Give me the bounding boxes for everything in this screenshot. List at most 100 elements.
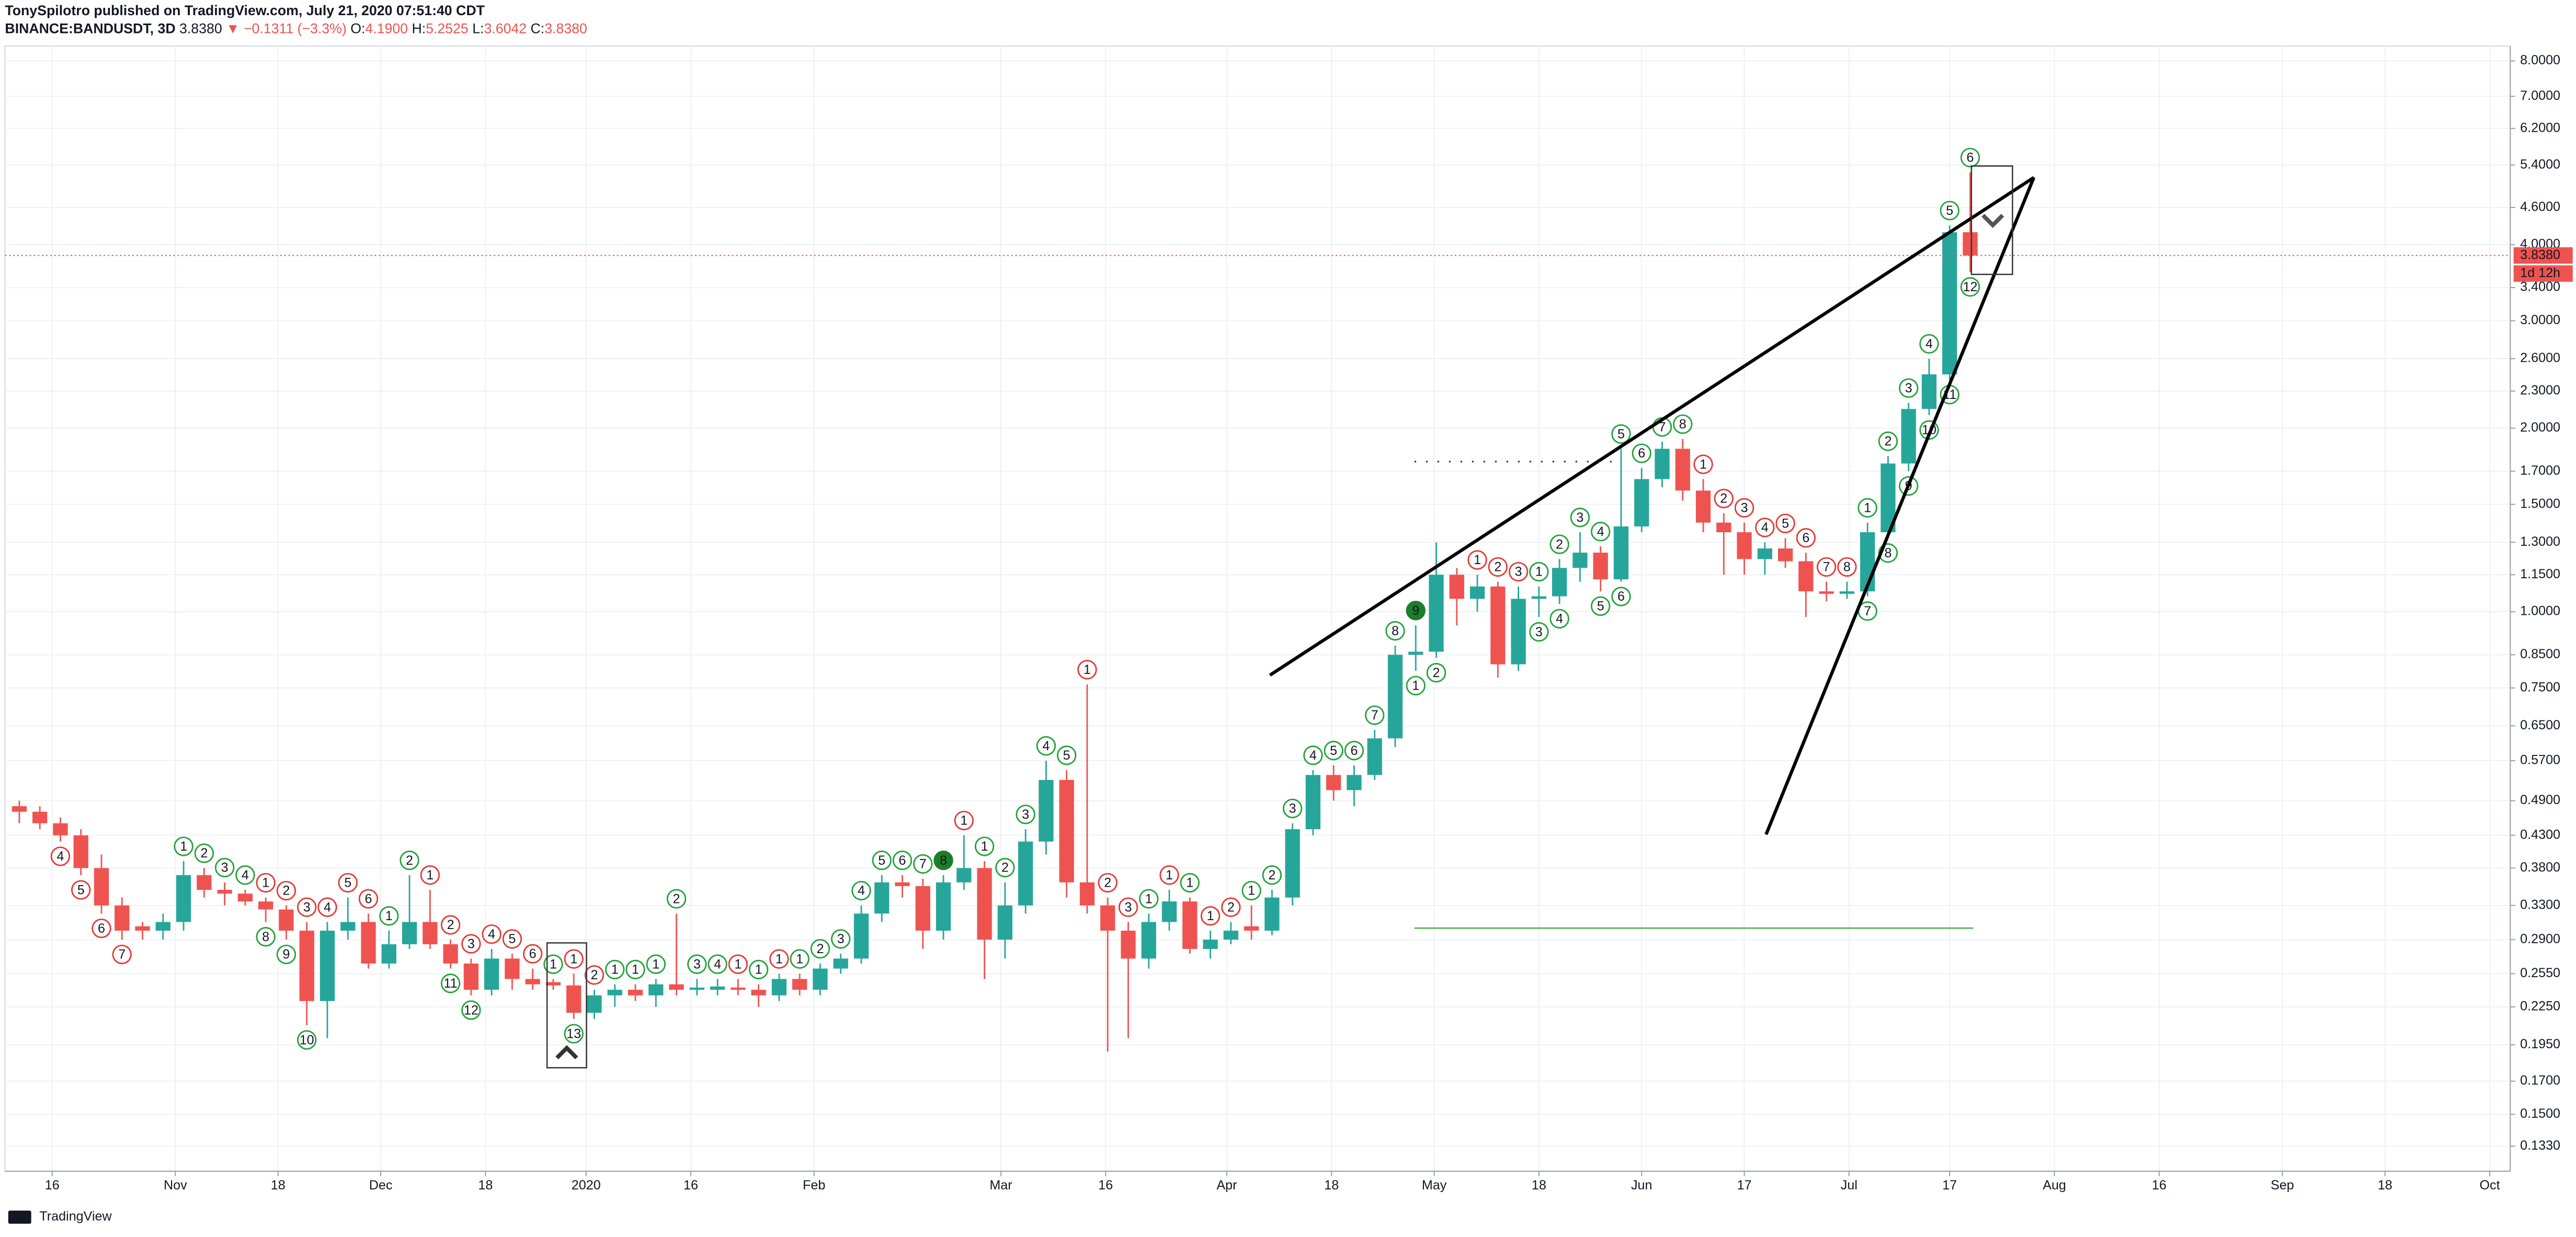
td-count-circle [502,929,522,949]
x-tick-label: 18 [271,1178,286,1193]
y-tick-label: 0.1700 [2520,1073,2560,1088]
td-count-circle [1467,550,1487,570]
td-count: 7 [1823,560,1830,575]
td-count: 6 [365,891,372,906]
td-count: 8 [1884,546,1891,560]
candle-body [12,806,27,812]
td-count-circle [851,880,871,901]
td-count: 2 [447,918,454,932]
candle-body [1552,568,1567,597]
td-count-circle [872,850,892,871]
td-count: 3 [1124,900,1132,914]
td-count-circle [1919,334,1939,354]
td-count-circle [954,810,974,831]
td-count-circle [810,938,830,959]
candle-body [1203,940,1218,949]
td-count: 1 [1864,501,1871,516]
td-count: 5 [344,876,351,890]
td-count-circle [112,944,132,965]
candle-body [956,868,972,883]
td-count-circle [1344,740,1364,761]
td-count: 1 [570,952,577,966]
td-count: 7 [1371,708,1378,723]
td-count: 4 [242,868,249,883]
c-value: 3.8380 [544,21,587,37]
td-count: 12 [464,1003,478,1017]
candle-body [1511,599,1526,665]
candle-body [1100,905,1115,931]
td-count: 1 [1248,884,1255,898]
x-tick-label: Apr [1216,1178,1237,1193]
td-count-circle [1241,880,1261,901]
td-count: 4 [56,849,64,864]
candle-body [1449,575,1464,599]
candle-body [73,835,88,868]
o-value: 4.1900 [365,21,408,37]
td-count: 3 [1576,510,1583,525]
candle-body [566,985,582,1013]
td-count: 4 [1042,739,1050,753]
td-count: 2 [200,846,208,861]
candle-body [874,882,890,914]
td-count-circle [440,915,461,935]
chevron-down [1981,213,2004,228]
td-count: 4 [324,900,331,914]
x-tick-label: 18 [1532,1178,1546,1193]
td-count-circle [995,857,1015,878]
candle-body [1531,596,1547,599]
td-count-circle [1406,675,1426,696]
td-count-circle [625,959,645,980]
candle-body [423,922,438,945]
td-count: 8 [940,853,947,868]
td-count-circle [1816,557,1837,577]
td-count: 1 [632,963,639,977]
y-tick-label: 8.0000 [2520,53,2560,67]
td-count-circle [1159,865,1179,885]
candle-body [1347,775,1362,791]
x-tick-label: Jun [1631,1178,1652,1193]
td-count-circle [235,865,255,885]
td-count-circle [1549,609,1569,629]
candle-body [1408,651,1423,655]
td-count: 5 [1330,743,1337,758]
candle-body [813,968,828,990]
candle-body [1223,931,1238,940]
candle-body [648,984,664,995]
td-count: 2 [1884,434,1891,449]
td-count: 3 [1515,565,1522,579]
x-tick-label: May [1422,1178,1447,1193]
trend-line [1269,176,2035,677]
candle-body [1716,522,1731,533]
candle-body [217,889,232,894]
y-tick-label: 0.3300 [2520,897,2560,912]
td-count: 5 [1063,748,1070,763]
y-tick-label: 4.6000 [2520,200,2560,214]
price: 3.8380 [179,21,222,37]
y-tick-label: 0.5700 [2520,753,2560,768]
td-count-circle [1549,534,1569,554]
td-count-circle [1077,660,1097,680]
candle-body [1695,490,1711,523]
td-count: 4 [858,884,865,898]
td-count-circle [831,929,851,949]
td-count: 2 [1227,900,1235,914]
td-count: 8 [1392,624,1399,638]
td-count-circle [256,873,276,893]
last-price-label: 3.8380 [2520,247,2560,262]
td-count-circle [1775,513,1795,533]
candle-body [197,875,212,890]
td-count-circle [1673,414,1693,434]
td-count: 6 [1967,151,1974,165]
y-tick-label: 0.1330 [2520,1138,2560,1153]
candle-body [997,905,1012,940]
grid [5,46,2511,1172]
td-count-circle [214,857,235,878]
x-tick-label: 18 [478,1178,493,1193]
td-count: 2 [1104,876,1111,890]
candle-body [833,958,848,969]
y-tick-label: 0.1500 [2520,1106,2560,1121]
candle-body [402,922,417,945]
candle-body [381,944,396,964]
td-count: 1 [426,868,434,883]
